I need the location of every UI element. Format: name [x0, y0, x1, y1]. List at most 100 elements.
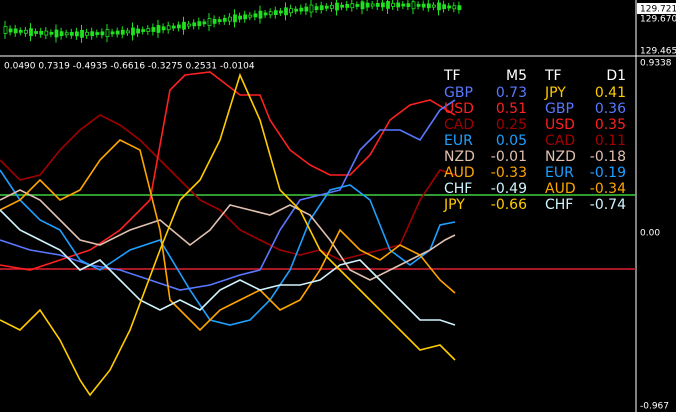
- candle-body: [192, 22, 197, 27]
- candle-body: [258, 10, 263, 19]
- candle-body: [375, 3, 380, 7]
- candle-body: [8, 28, 13, 33]
- candle-body: [452, 5, 457, 10]
- candle-body: [23, 29, 28, 34]
- gbp-line: [0, 99, 456, 291]
- candle-body: [248, 14, 253, 18]
- candle-body: [304, 6, 309, 12]
- price-label: 129.721: [640, 5, 676, 15]
- tf-label: TF: [443, 68, 461, 84]
- price-label: 129.465: [640, 47, 676, 57]
- candle-body: [324, 5, 329, 9]
- aud-line: [0, 139, 456, 332]
- candle-body: [406, 3, 411, 8]
- candle-body: [253, 13, 258, 18]
- strength-value: -0.74: [590, 197, 626, 213]
- candle-body: [161, 26, 166, 31]
- strength-value: 0.35: [595, 117, 626, 133]
- candle-body: [115, 30, 120, 35]
- candle-body: [197, 21, 202, 26]
- axis-label: 0.00: [640, 229, 660, 239]
- axis-label: -0.967: [640, 402, 669, 412]
- candle-body: [426, 3, 431, 9]
- currency: JPY: [443, 197, 465, 213]
- candle-body: [273, 10, 278, 16]
- candle-body: [85, 31, 89, 36]
- axis-label: 0.9338: [640, 59, 672, 69]
- candle-body: [457, 5, 462, 11]
- candle-body: [380, 2, 385, 8]
- candle-body: [284, 7, 288, 16]
- strength-value: 0.25: [496, 117, 527, 133]
- candle-body: [171, 25, 176, 29]
- strength-value: 0.11: [595, 133, 626, 149]
- candle-body: [49, 31, 54, 35]
- candle-body: [69, 31, 74, 36]
- candle-body: [268, 11, 273, 16]
- current-price-box: [637, 3, 676, 14]
- candle-body: [243, 14, 248, 20]
- candle-body: [176, 24, 181, 29]
- currency: NZD: [545, 149, 576, 165]
- strength-value: 0.73: [496, 85, 527, 101]
- candle-body: [329, 4, 334, 9]
- strength-value: -0.34: [590, 181, 626, 197]
- currency: GBP: [444, 85, 473, 101]
- candle-body: [105, 29, 110, 38]
- cad-line: [0, 114, 456, 261]
- candle-body: [100, 31, 105, 36]
- candle-body: [345, 4, 350, 8]
- candle-body: [350, 3, 355, 9]
- candle-body: [238, 15, 243, 20]
- currency: CHF: [545, 197, 573, 213]
- candle-body: [136, 28, 141, 34]
- candle-body: [59, 31, 64, 37]
- candle-body: [396, 2, 401, 8]
- candle-body: [319, 5, 324, 11]
- candle-body: [182, 21, 186, 30]
- candle-body: [151, 27, 156, 32]
- candle-body: [227, 16, 232, 22]
- candle-body: [34, 31, 38, 34]
- candle-body: [314, 6, 319, 10]
- candle-body: [141, 29, 146, 32]
- candle-body: [416, 4, 421, 7]
- strength-value: -0.66: [491, 197, 527, 213]
- currency: USD: [444, 101, 474, 117]
- candle-body: [340, 4, 345, 8]
- candle-body: [299, 7, 304, 12]
- strength-value: -0.18: [590, 149, 626, 165]
- candle-body: [29, 28, 33, 37]
- tf-label: TF: [544, 68, 562, 84]
- candle-body: [80, 29, 84, 38]
- usd-line: [0, 71, 456, 271]
- currency: AUD: [545, 181, 576, 197]
- candle-body: [421, 3, 426, 8]
- candle-body: [18, 29, 23, 33]
- currency: CAD: [545, 133, 575, 149]
- candle-body: [95, 32, 100, 35]
- currency: JPY: [544, 85, 566, 101]
- candle-body: [289, 8, 294, 14]
- strength-value: 0.36: [595, 101, 626, 117]
- candle-body: [370, 3, 375, 7]
- candle-body: [54, 29, 59, 38]
- strength-value: -0.19: [590, 165, 626, 181]
- strength-lines: [0, 71, 456, 397]
- timeframe: D1: [606, 68, 626, 84]
- strength-tables: TF M5 GBP 0.73 USD 0.51 CAD 0.25 EUR 0.05 NZD -0.01…: [443, 68, 626, 213]
- candle-body: [294, 8, 299, 12]
- candle-body: [3, 26, 8, 34]
- strength-value: 0.41: [595, 85, 626, 101]
- candle-body: [355, 4, 360, 7]
- candle-body: [222, 17, 227, 22]
- strength-value: 0.51: [496, 101, 527, 117]
- candle-body: [411, 1, 416, 10]
- candle-body: [437, 2, 441, 11]
- candle-body: [131, 27, 135, 36]
- candle-body: [401, 3, 406, 7]
- price-label: 129.670: [640, 15, 676, 25]
- candle-body: [309, 4, 314, 13]
